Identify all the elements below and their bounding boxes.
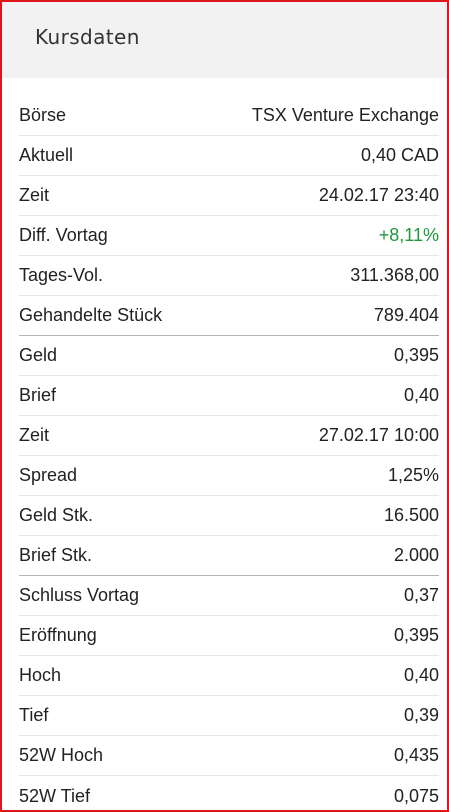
row-value: 0,40 xyxy=(403,385,439,405)
row-value: 1,25% xyxy=(387,465,439,485)
row-label: 52W Hoch xyxy=(19,745,104,765)
row-value: 24.02.17 23:40 xyxy=(318,185,439,205)
row-label: Aktuell xyxy=(19,145,74,165)
row-label: Zeit xyxy=(19,425,50,445)
row-value: 0,435 xyxy=(393,745,439,765)
row-geld: Geld 0,395 xyxy=(19,336,439,376)
row-label: Hoch xyxy=(19,665,62,685)
row-label: Eröffnung xyxy=(19,625,97,645)
row-label: 52W Tief xyxy=(19,785,91,806)
row-tages-vol: Tages-Vol. 311.368,00 xyxy=(19,256,439,296)
row-aktuell: Aktuell 0,40 CAD xyxy=(19,136,439,176)
row-label: Diff. Vortag xyxy=(19,225,108,245)
row-label: Brief xyxy=(19,385,57,405)
panel-header: Kursdaten xyxy=(2,2,447,78)
row-value: 0,395 xyxy=(393,625,439,645)
row-gehandelte-stueck: Gehandelte Stück 789.404 xyxy=(19,296,439,336)
row-label: Geld xyxy=(19,345,58,365)
row-brief: Brief 0,40 xyxy=(19,376,439,416)
row-value: 311.368,00 xyxy=(350,265,439,285)
row-value: 0,39 xyxy=(403,705,439,725)
row-value: 27.02.17 10:00 xyxy=(318,425,439,445)
row-value: 0,40 xyxy=(403,665,439,685)
row-eroeffnung: Eröffnung 0,395 xyxy=(19,616,439,656)
row-hoch: Hoch 0,40 xyxy=(19,656,439,696)
row-value: 0,40 CAD xyxy=(360,145,439,165)
row-label: Zeit xyxy=(19,185,50,205)
row-label: Tages-Vol. xyxy=(19,265,104,285)
row-value: 0,075 xyxy=(393,785,439,806)
row-value: 0,395 xyxy=(393,345,439,365)
row-value-positive: +8,11% xyxy=(378,225,439,245)
row-spread: Spread 1,25% xyxy=(19,456,439,496)
row-schluss-vortag: Schluss Vortag 0,37 xyxy=(19,576,439,616)
row-zeit: Zeit 24.02.17 23:40 xyxy=(19,176,439,216)
row-52w-hoch: 52W Hoch 0,435 xyxy=(19,736,439,776)
panel-title: Kursdaten xyxy=(35,25,140,49)
row-value: 16.500 xyxy=(383,505,439,525)
kursdaten-table: Börse TSX Venture Exchange Aktuell 0,40 … xyxy=(2,96,447,810)
row-zeit-quote: Zeit 27.02.17 10:00 xyxy=(19,416,439,456)
row-value: 789.404 xyxy=(373,305,439,325)
row-label: Gehandelte Stück xyxy=(19,305,163,325)
row-geld-stk: Geld Stk. 16.500 xyxy=(19,496,439,536)
row-brief-stk: Brief Stk. 2.000 xyxy=(19,536,439,576)
row-label: Geld Stk. xyxy=(19,505,94,525)
row-label: Börse xyxy=(19,105,67,125)
row-label: Brief Stk. xyxy=(19,545,93,565)
row-value: 2.000 xyxy=(393,545,439,565)
row-diff-vortag: Diff. Vortag +8,11% xyxy=(19,216,439,256)
row-label: Schluss Vortag xyxy=(19,585,140,605)
row-value: 0,37 xyxy=(403,585,439,605)
row-value: TSX Venture Exchange xyxy=(251,105,439,125)
row-52w-tief: 52W Tief 0,075 xyxy=(19,776,439,810)
row-label: Tief xyxy=(19,705,49,725)
row-tief: Tief 0,39 xyxy=(19,696,439,736)
row-boerse: Börse TSX Venture Exchange xyxy=(19,96,439,136)
row-label: Spread xyxy=(19,465,78,485)
